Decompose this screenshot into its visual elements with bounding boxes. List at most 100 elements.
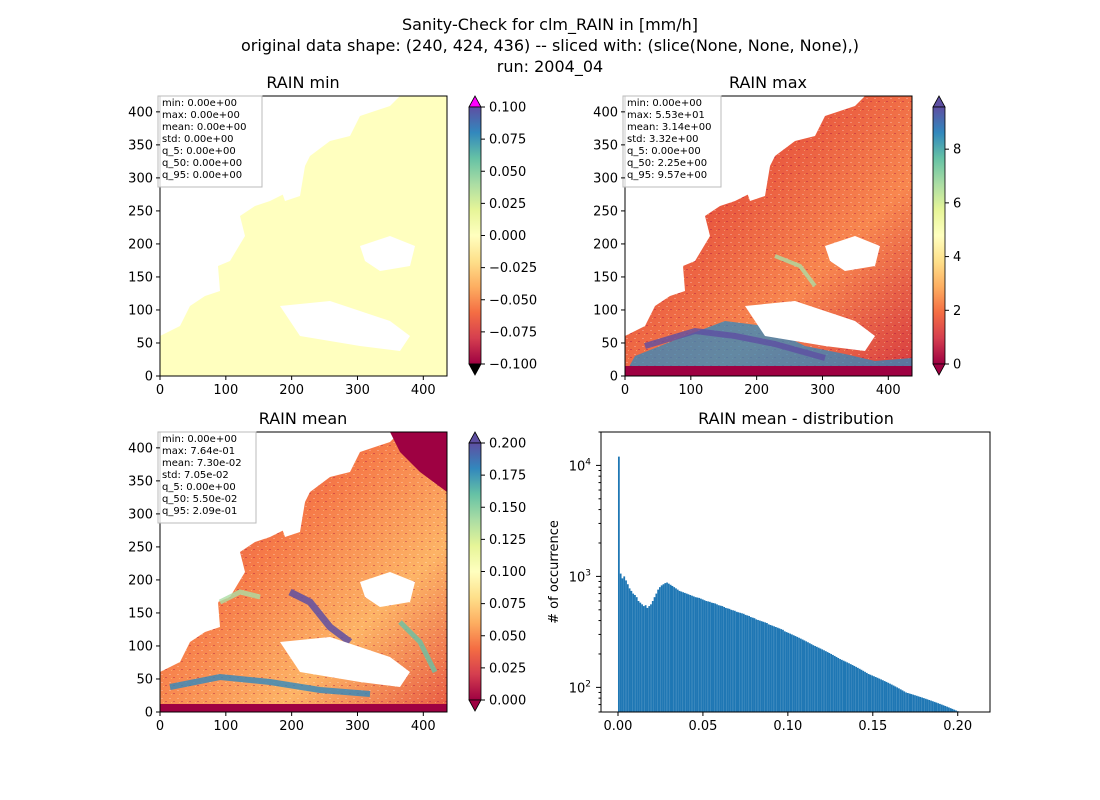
- y-tick-label: 250: [593, 204, 618, 219]
- plot-frame: [600, 431, 991, 713]
- histogram-bar: [799, 638, 802, 712]
- histogram-bar: [851, 665, 854, 712]
- panel-title: RAIN mean - distribution: [698, 409, 894, 428]
- histogram-bar: [849, 664, 852, 712]
- colorbar-tick-label: 0.000: [489, 229, 526, 244]
- x-tick-label: 300: [345, 383, 370, 398]
- y-tick-label: 150: [128, 606, 153, 621]
- histogram-bar: [694, 597, 697, 712]
- histogram-bar: [678, 590, 681, 712]
- stat-line: min: 0.00e+00: [627, 98, 702, 109]
- histogram-bar: [819, 648, 822, 712]
- histogram-bar: [698, 597, 701, 712]
- histogram-bar: [701, 599, 704, 712]
- x-tick-label: 200: [279, 719, 304, 734]
- histogram-bar: [903, 691, 906, 712]
- histogram-bar: [673, 587, 676, 712]
- map-axes: 0 100 200 300 400 0 50 100 150 200 250 300 350 400: [128, 105, 436, 398]
- histogram-bar: [714, 603, 717, 712]
- histogram-bar: [764, 622, 767, 712]
- histogram-bar: [758, 620, 761, 712]
- colorbar-body: [468, 442, 482, 701]
- histogram-bar: [646, 607, 649, 712]
- panel-title: RAIN min: [266, 73, 339, 92]
- histogram-bar: [949, 708, 952, 712]
- histogram-bar: [626, 584, 629, 712]
- y-tick-label: 200: [128, 237, 153, 252]
- histogram-bar: [880, 679, 882, 712]
- histogram-bar: [676, 589, 679, 712]
- x-tick-label: 0.20: [943, 719, 972, 734]
- histogram-bar: [683, 592, 686, 712]
- histogram-bar: [753, 618, 756, 712]
- histogram-bar: [675, 588, 677, 712]
- colorbar-tick-label: 0.200: [489, 437, 526, 452]
- histogram-bar: [749, 617, 752, 712]
- histogram-bar: [931, 701, 934, 712]
- colorbar-tick-label: 0.100: [489, 101, 526, 116]
- stat-line: max: 7.64e-01: [162, 446, 235, 457]
- histogram-bar: [778, 628, 781, 712]
- panel-title: RAIN max: [729, 73, 807, 92]
- histogram-bar: [940, 704, 943, 712]
- histogram-bar: [796, 636, 799, 712]
- colorbar-tick-label: 0.175: [489, 469, 526, 484]
- histogram-bar: [642, 606, 645, 712]
- histogram-bar: [721, 606, 724, 712]
- histogram-bar: [883, 681, 886, 712]
- histogram-bar: [912, 694, 915, 712]
- histogram-bar: [808, 643, 811, 712]
- y-tick-label: 100: [128, 303, 153, 318]
- histogram-bar: [635, 597, 638, 712]
- y-axis-label: # of occurrence: [547, 520, 562, 624]
- histogram-bar: [703, 600, 706, 712]
- x-tick-label: 0.00: [604, 719, 633, 734]
- histogram-bar: [700, 598, 702, 712]
- y-tick-label: 400: [593, 105, 618, 120]
- histogram-bar: [830, 653, 833, 712]
- histogram-bar: [869, 674, 872, 712]
- histogram-bar: [621, 578, 624, 712]
- histogram-bar: [782, 629, 784, 712]
- x-tick-label: 100: [678, 383, 703, 398]
- x-tick-label: 0: [156, 719, 164, 734]
- y-tick-label: 0: [610, 370, 618, 385]
- histogram-bar: [876, 677, 879, 712]
- histogram-bar: [939, 703, 941, 712]
- colorbar-tick-label: 6: [953, 196, 961, 211]
- histogram-bar: [798, 637, 800, 712]
- histogram-bar: [901, 690, 904, 712]
- y-tick-label: 100: [128, 639, 153, 654]
- panel-rain-mean: RAIN mean mi: [128, 409, 526, 734]
- histogram-bar: [746, 615, 749, 712]
- histogram-bar: [760, 621, 763, 712]
- stat-line: std: 7.05e-02: [162, 470, 229, 481]
- y-tick-label: 0: [145, 370, 153, 385]
- histogram-bar: [689, 594, 692, 712]
- histogram-bar: [905, 692, 907, 712]
- colorbar-over-extend: [932, 95, 946, 108]
- histogram-bar: [651, 601, 654, 712]
- stats-box: min: 0.00e+00 max: 5.53e+01 mean: 3.14e+…: [622, 95, 722, 188]
- stats-box: min: 0.00e+00 max: 7.64e-01 mean: 7.30e-…: [157, 431, 257, 524]
- colorbar-tick-label: 0.025: [489, 197, 526, 212]
- histogram-bar: [755, 619, 758, 712]
- y-tick-label: 400: [128, 105, 153, 120]
- colorbar-tick-label: 0.125: [489, 533, 526, 548]
- histogram-bar: [762, 621, 765, 712]
- y-tick-label: 200: [593, 237, 618, 252]
- histogram-bar: [794, 636, 797, 712]
- histogram-bar: [666, 582, 668, 712]
- histogram-bar: [708, 601, 711, 712]
- histogram-bar: [917, 696, 920, 712]
- histogram-bar: [735, 611, 738, 712]
- map-axes: 0 100 200 300 400 0 50 100 150 200 250 300 350 400: [128, 441, 436, 734]
- histogram-bar: [892, 685, 895, 712]
- x-tick-label: 0.10: [773, 719, 802, 734]
- histogram-bar: [935, 702, 938, 712]
- histogram-bar: [810, 644, 813, 712]
- map-axes: 0 100 200 300 400 0 50 100 150 200 250 300 350 400: [593, 105, 901, 398]
- histogram-bar: [742, 613, 745, 712]
- y-tick-label: 250: [128, 540, 153, 555]
